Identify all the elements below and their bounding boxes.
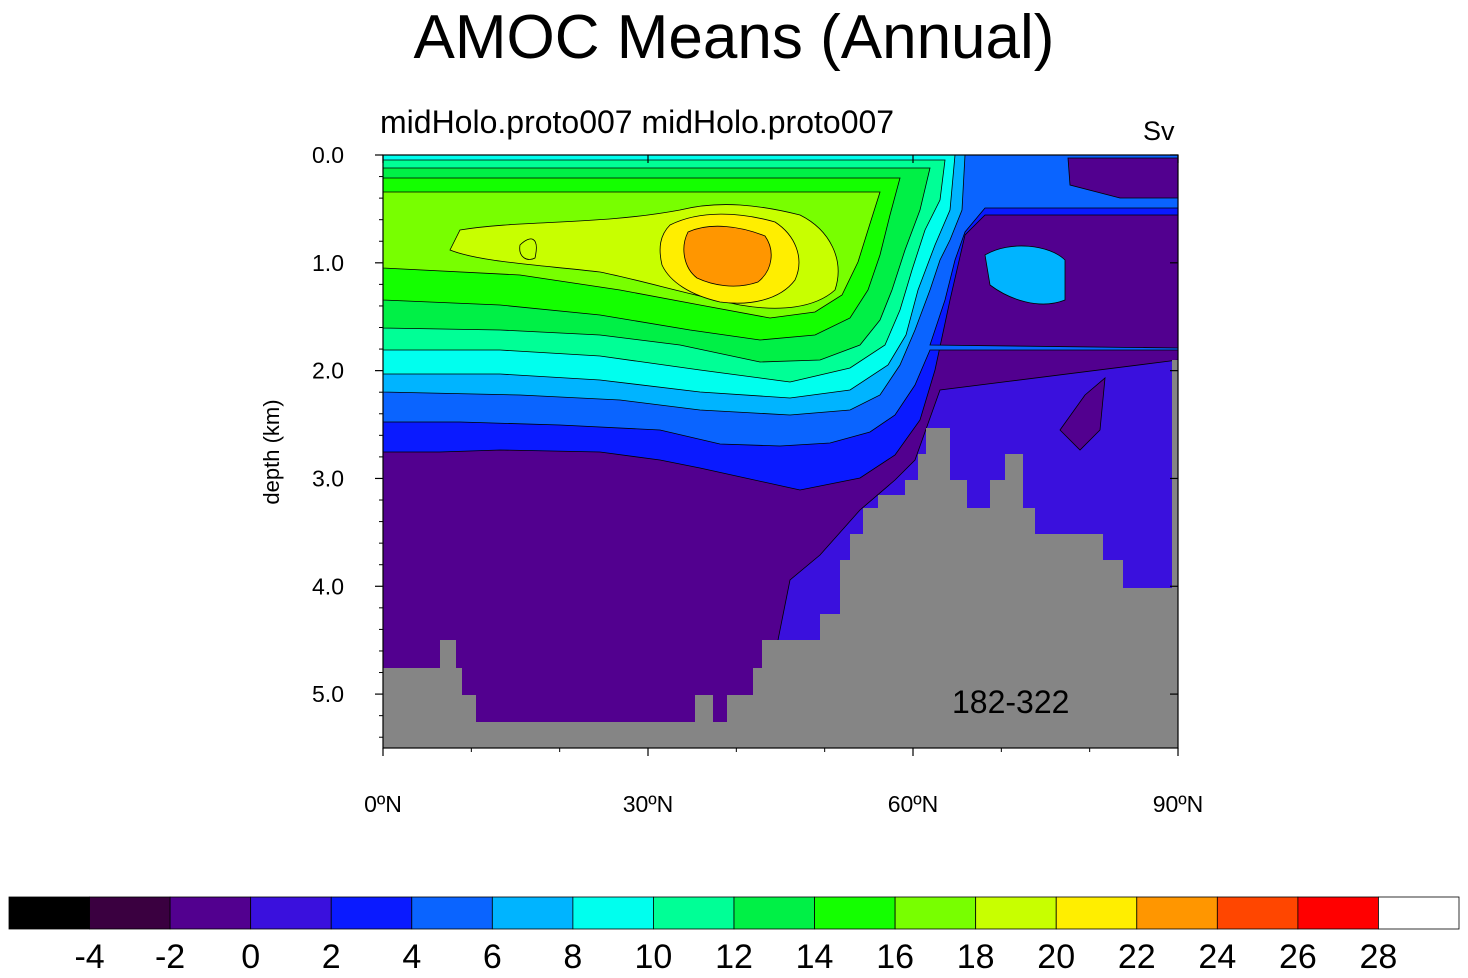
bathymetry-mask (383, 360, 1178, 748)
colorbar-label: 24 (1198, 938, 1236, 976)
colorbar-label: 26 (1279, 938, 1317, 976)
colorbar-label: 8 (563, 938, 582, 976)
colorbar-swatch (89, 896, 171, 930)
colorbar-swatch (8, 896, 90, 930)
colorbar-swatch (1378, 896, 1460, 930)
colorbar-swatch (814, 896, 896, 930)
colorbar-label: 14 (796, 938, 834, 976)
colorbar-swatch (894, 896, 977, 930)
colorbar-swatch (1055, 896, 1138, 930)
y-tick-label: 5.0 (312, 681, 344, 707)
colorbar-swatch (250, 896, 332, 930)
negative-cell-deep (1059, 377, 1106, 451)
colorbar-label: 4 (402, 938, 421, 976)
secondary-cell-arctic (984, 245, 1066, 305)
units-label: Sv (1143, 116, 1175, 146)
y-tick-label: 0.0 (312, 142, 344, 168)
year-range-annotation: 182-322 (952, 684, 1070, 720)
colorbar-label: 18 (957, 938, 995, 976)
contour-island (519, 238, 537, 260)
colorbar-label: 28 (1360, 938, 1398, 976)
colorbar-swatch (733, 896, 815, 930)
x-tick-label: 30ºN (623, 791, 674, 817)
x-tick-label: 90ºN (1153, 791, 1204, 817)
colorbar-label: 16 (876, 938, 914, 976)
colorbar-swatch (653, 896, 735, 930)
colorbar-swatch (1297, 896, 1379, 930)
colorbar-label: 10 (635, 938, 673, 976)
colorbar-label: 20 (1037, 938, 1075, 976)
colorbar-label: 22 (1118, 938, 1156, 976)
negative-cell-arctic (1067, 157, 1178, 199)
y-tick-label: 1.0 (312, 250, 344, 276)
y-tick-label: 2.0 (312, 358, 344, 384)
colorbar-swatch (491, 896, 574, 930)
plot-frame (382, 154, 1179, 749)
chart-subtitle: midHolo.proto007 midHolo.proto007 (380, 104, 895, 140)
colorbar-label: 6 (483, 938, 502, 976)
chart-title: AMOC Means (Annual) (413, 3, 1055, 72)
y-tick-label: 4.0 (312, 573, 344, 599)
colorbar-label: 0 (241, 938, 260, 976)
colorbar-swatch (572, 896, 654, 930)
y-tick-label: 3.0 (312, 465, 344, 491)
colorbar-swatch (975, 896, 1057, 930)
colorbar-swatch (330, 896, 413, 930)
colorbar-label: -4 (74, 938, 104, 976)
colorbar-label: 2 (322, 938, 341, 976)
x-tick-label: 60ºN (888, 791, 939, 817)
colorbar-label: -2 (155, 938, 185, 976)
x-tick-label: 0ºN (364, 791, 402, 817)
colorbar-swatch (411, 896, 493, 930)
colorbar-swatch (1136, 896, 1218, 930)
colorbar-swatch (1216, 896, 1299, 930)
contour-band-12 (683, 225, 772, 287)
colorbar-label: 12 (715, 938, 753, 976)
colorbar-swatch (169, 896, 252, 930)
